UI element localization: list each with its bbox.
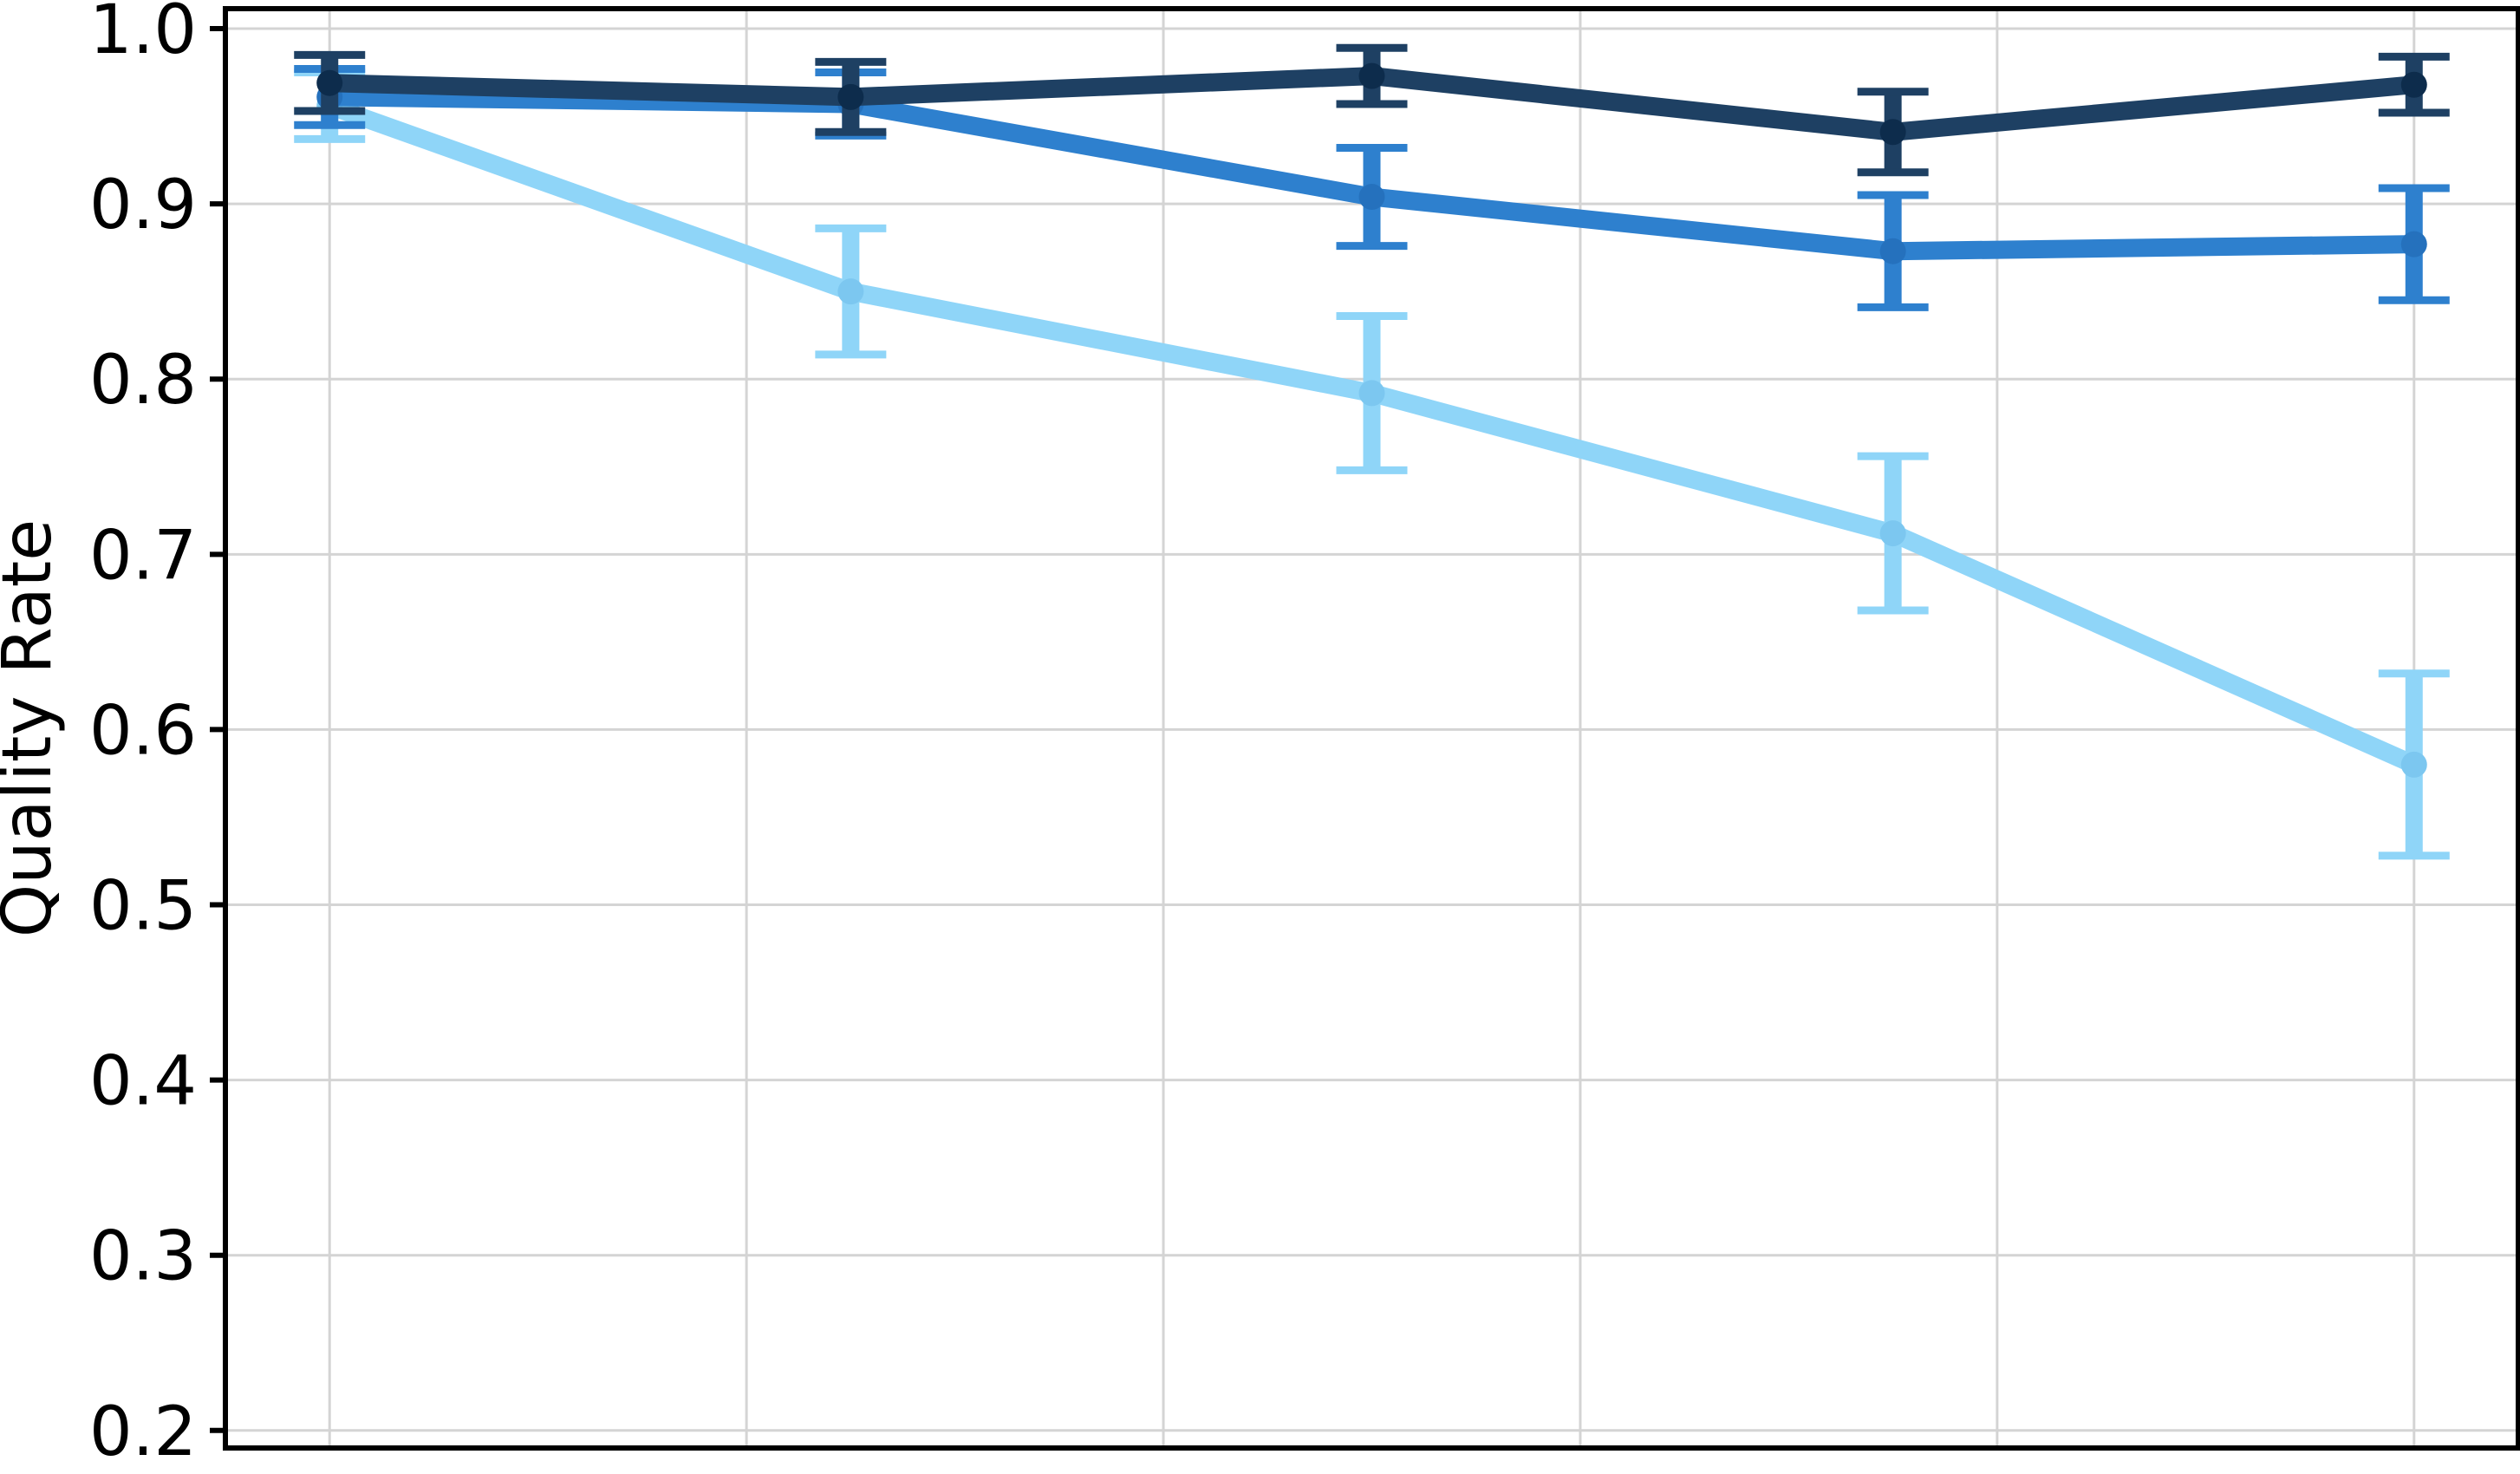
light-blue-line-group — [294, 68, 2450, 860]
y-tick-label: 0.6 — [89, 692, 197, 770]
series-layer — [294, 43, 2450, 860]
ticks-layer — [210, 26, 225, 1433]
y-axis-label: Quality Rate — [0, 519, 67, 937]
spines-layer — [223, 6, 2520, 1451]
y-tick-label: 0.4 — [89, 1043, 197, 1121]
y-tick-label: 0.3 — [89, 1218, 197, 1296]
y-tick-label: 0.8 — [89, 342, 197, 420]
y-tick-label: 0.5 — [89, 868, 197, 946]
data-point-marker — [1879, 238, 1906, 264]
data-point-marker — [1358, 184, 1385, 211]
data-point-marker — [2400, 231, 2427, 258]
data-point-marker — [837, 83, 864, 110]
tick-labels-layer: 1.0 0.9 0.8 0.7 0.6 0.5 0.4 0.3 0.2 — [89, 0, 197, 1471]
data-point-marker — [2400, 751, 2427, 778]
data-point-marker — [1879, 119, 1906, 146]
data-point-marker — [316, 69, 343, 96]
y-tick-label: 0.2 — [89, 1393, 197, 1471]
data-point-marker — [1358, 380, 1385, 407]
data-point-marker — [837, 278, 864, 305]
y-tick-label: 0.7 — [89, 517, 197, 595]
data-point-marker — [1879, 520, 1906, 547]
y-tick-label: 0.9 — [89, 166, 197, 245]
data-point-marker — [2400, 71, 2427, 98]
y-tick-label: 1.0 — [89, 0, 197, 69]
dark-navy-line-group — [294, 43, 2450, 177]
data-point-marker — [1358, 62, 1385, 89]
